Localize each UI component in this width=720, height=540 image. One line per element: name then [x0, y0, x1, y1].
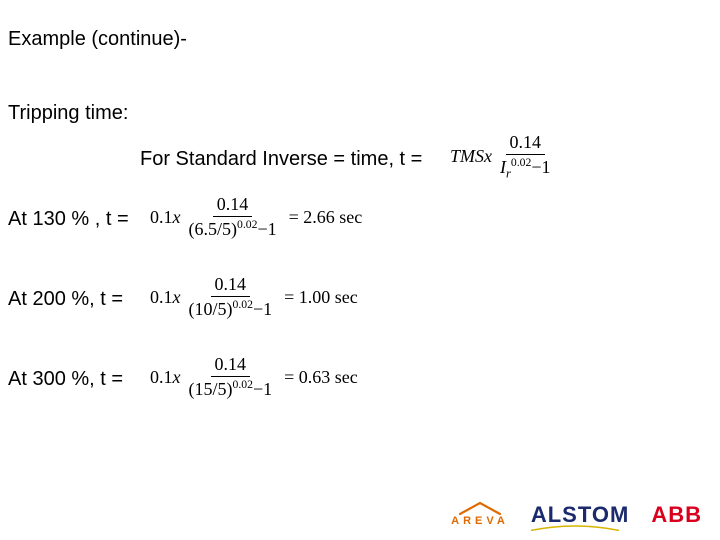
- logo-row: AREVA ALSTOM ABB: [451, 502, 702, 528]
- general-fraction: 0.14 Ir0.02−1: [496, 132, 555, 182]
- alstom-swoosh-icon: [531, 524, 619, 532]
- case3-result: = 0.63 sec: [284, 367, 358, 388]
- case2-formula: 0.1x 0.14 (10/5)0.02−1 = 1.00 sec: [150, 274, 358, 320]
- general-formula: TMSx 0.14 Ir0.02−1: [450, 132, 559, 182]
- case3-den-inner: (15/5): [189, 379, 233, 399]
- case3-label: At 300 %, t =: [8, 368, 123, 391]
- case1-result: = 2.66 sec: [289, 207, 363, 228]
- case2-result: = 1.00 sec: [284, 287, 358, 308]
- denom-tail: −1: [531, 157, 550, 177]
- case1-label: At 130 % , t =: [8, 208, 129, 231]
- case1-multiplier: 0.1x: [150, 207, 181, 228]
- case1-den-inner: (6.5/5): [189, 219, 238, 239]
- areva-icon: [454, 503, 506, 515]
- general-numerator: 0.14: [506, 132, 546, 155]
- case2-num: 0.14: [211, 274, 251, 297]
- case3-num: 0.14: [211, 354, 251, 377]
- case1-num: 0.14: [213, 194, 253, 217]
- intro-label: For Standard Inverse = time, t =: [140, 148, 422, 171]
- case2-den-exp: 0.02: [233, 298, 253, 311]
- case3-fraction: 0.14 (15/5)0.02−1: [185, 354, 277, 400]
- areva-text: AREVA: [451, 515, 509, 527]
- case1-den: (6.5/5)0.02−1: [185, 217, 281, 240]
- section-subtitle: Tripping time:: [8, 102, 128, 125]
- case1-formula: 0.1x 0.14 (6.5/5)0.02−1 = 2.66 sec: [150, 194, 362, 240]
- case1-den-tail: −1: [257, 219, 276, 239]
- abb-logo: ABB: [651, 502, 702, 528]
- case1-den-exp: 0.02: [237, 218, 257, 231]
- case3-den: (15/5)0.02−1: [185, 377, 277, 400]
- general-denominator: Ir0.02−1: [496, 155, 555, 182]
- case3-formula: 0.1x 0.14 (15/5)0.02−1 = 0.63 sec: [150, 354, 358, 400]
- case2-den-tail: −1: [253, 299, 272, 319]
- case2-den: (10/5)0.02−1: [185, 297, 277, 320]
- denom-exp: 0.02: [511, 156, 531, 169]
- case1-fraction: 0.14 (6.5/5)0.02−1: [185, 194, 281, 240]
- case3-den-tail: −1: [253, 379, 272, 399]
- areva-logo: AREVA: [451, 503, 509, 527]
- case3-den-exp: 0.02: [233, 378, 253, 391]
- general-multiplier: TMSx: [450, 146, 492, 167]
- page-title: Example (continue)-: [8, 28, 187, 51]
- case2-fraction: 0.14 (10/5)0.02−1: [185, 274, 277, 320]
- case3-multiplier: 0.1x: [150, 367, 181, 388]
- alstom-logo: ALSTOM: [531, 502, 629, 528]
- case2-label: At 200 %, t =: [8, 288, 123, 311]
- case2-den-inner: (10/5): [189, 299, 233, 319]
- case2-multiplier: 0.1x: [150, 287, 181, 308]
